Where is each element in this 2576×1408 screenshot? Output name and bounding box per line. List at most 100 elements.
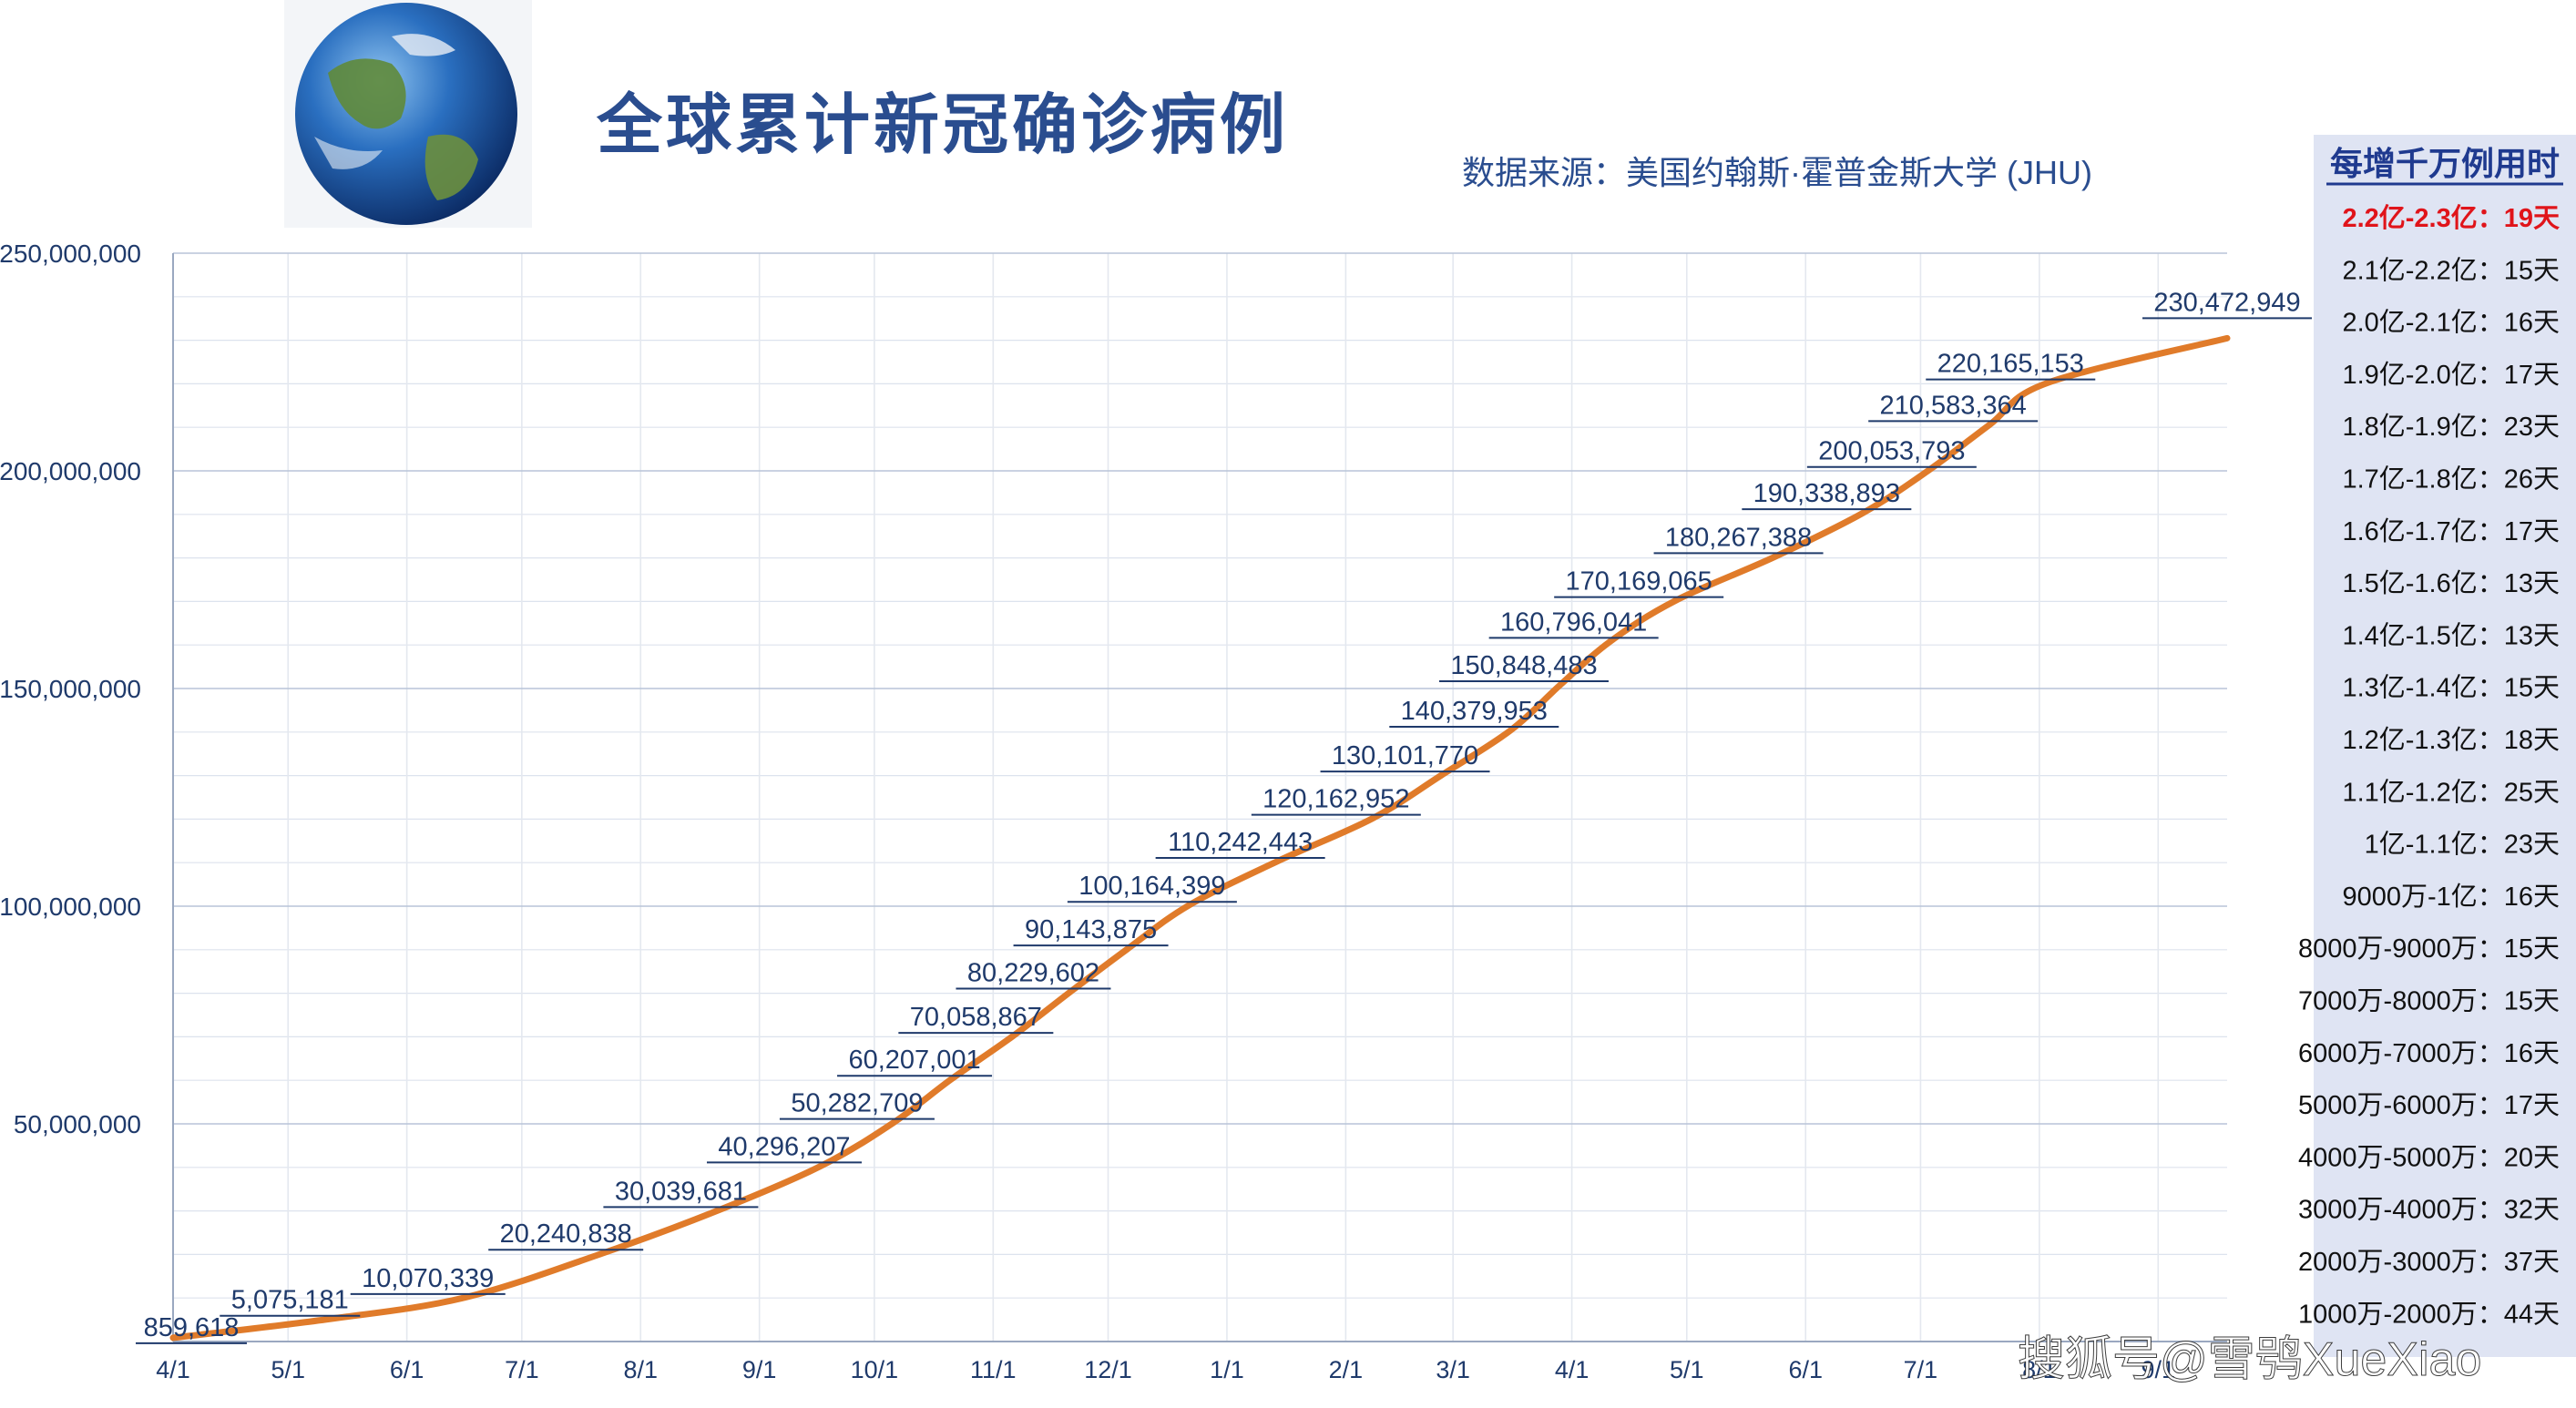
x-tick-label: 1/1: [1210, 1356, 1244, 1383]
data-label: 120,162,952: [1251, 785, 1421, 816]
data-label: 110,242,443: [1155, 828, 1325, 860]
panel-row: 1000万-2000万：44天: [2298, 1300, 2560, 1329]
panel-row: 2.2亿-2.3亿：19天: [2342, 203, 2560, 233]
panel-row: 2000万-3000万：37天: [2298, 1248, 2560, 1277]
data-label: 70,058,867: [898, 1003, 1054, 1035]
data-label: 90,143,875: [1013, 915, 1169, 947]
panel-row: 7000万-8000万：15天: [2298, 987, 2560, 1016]
data-label: 50,282,709: [779, 1089, 935, 1120]
data-label-text: 200,053,793: [1818, 437, 1965, 466]
data-label: 60,207,001: [837, 1046, 993, 1077]
data-label-text: 220,165,153: [1937, 350, 2084, 379]
data-label-text: 100,164,399: [1078, 872, 1225, 901]
data-label: 220,165,153: [1926, 350, 2096, 381]
data-label-text: 110,242,443: [1168, 828, 1313, 857]
panel-row: 1.5亿-1.6亿：13天: [2342, 568, 2560, 598]
y-tick-label: 50,000,000: [14, 1110, 141, 1138]
data-label-text: 30,039,681: [615, 1177, 747, 1206]
data-label-text: 5,075,181: [231, 1286, 349, 1315]
x-tick-label: 6/1: [390, 1356, 424, 1383]
y-tick-label: 150,000,000: [0, 675, 141, 703]
x-tick-label: 2/1: [1329, 1356, 1364, 1383]
data-label: 200,053,793: [1806, 437, 1977, 468]
panel-row: 1.2亿-1.3亿：18天: [2342, 725, 2560, 755]
data-label-text: 50,282,709: [791, 1089, 923, 1118]
panel-row: 3000万-4000万：32天: [2298, 1196, 2560, 1225]
data-label: 30,039,681: [603, 1177, 759, 1209]
data-label-text: 80,229,602: [967, 959, 1099, 988]
panel-row: 1亿-1.1亿：23天: [2365, 830, 2560, 860]
data-label-text: 40,296,207: [718, 1132, 850, 1161]
data-label-text: 70,058,867: [910, 1003, 1042, 1032]
x-tick-label: 4/1: [1555, 1356, 1590, 1383]
data-label-text: 859,618: [144, 1313, 240, 1342]
data-label-text: 230,472,949: [2153, 288, 2300, 317]
panel-row: 5000万-6000万：17天: [2298, 1091, 2560, 1120]
data-label: 5,075,181: [220, 1286, 361, 1317]
data-label: 80,229,602: [956, 959, 1111, 990]
data-label-text: 20,240,838: [500, 1219, 632, 1249]
data-label: 210,583,364: [1868, 391, 2039, 423]
x-axis: 4/1 5/1 6/1 7/1 8/1 9/1 10/1 11/1 12/1 1/1 2/1 3/1 4…: [156, 1356, 2175, 1383]
x-tick-label: 9/1: [742, 1356, 777, 1383]
panel-row: 1.1亿-1.2亿：25天: [2342, 777, 2560, 807]
x-tick-label: 3/1: [1436, 1356, 1470, 1383]
side-panel-title: 每增千万例用时: [2330, 145, 2560, 182]
data-label: 160,796,041: [1488, 607, 1659, 639]
panel-row: 1.6亿-1.7亿：17天: [2342, 516, 2560, 546]
x-tick-label: 7/1: [1904, 1356, 1938, 1383]
data-label: 40,296,207: [706, 1132, 862, 1164]
data-label: 859,618: [136, 1313, 247, 1344]
y-tick-label: 250,000,000: [0, 240, 141, 268]
data-label-text: 90,143,875: [1025, 915, 1157, 944]
data-label: 20,240,838: [488, 1219, 644, 1251]
y-axis: 250,000,000 200,000,000 150,000,000 100,000…: [0, 240, 141, 1138]
panel-row: 6000万-7000万：16天: [2298, 1039, 2560, 1068]
data-label-text: 10,070,339: [362, 1264, 494, 1293]
data-label: 190,338,893: [1742, 479, 1912, 511]
x-tick-label: 12/1: [1084, 1356, 1132, 1383]
data-label: 100,164,399: [1067, 872, 1237, 903]
x-tick-label: 9/1: [2141, 1356, 2175, 1383]
data-label: 180,267,388: [1653, 523, 1824, 555]
x-tick-label: 11/1: [970, 1356, 1017, 1383]
x-tick-label: 5/1: [1670, 1356, 1704, 1383]
data-label-text: 160,796,041: [1500, 607, 1647, 637]
side-panel: 每增千万例用时 2.2亿-2.3亿：19天 2.1亿-2.2亿：15天 2.0亿-2…: [2298, 135, 2576, 1357]
data-label: 170,169,065: [1554, 567, 1724, 598]
data-label: 150,848,483: [1438, 651, 1609, 682]
x-tick-label: 6/1: [1788, 1356, 1823, 1383]
data-label-text: 170,169,065: [1566, 567, 1712, 597]
panel-row: 4000万-5000万：20天: [2298, 1143, 2560, 1172]
data-label-text: 140,379,953: [1401, 697, 1548, 726]
panel-row: 1.7亿-1.8亿：26天: [2342, 464, 2560, 495]
x-tick-label: 4/1: [156, 1356, 190, 1383]
panel-row: 8000万-9000万：15天: [2298, 934, 2560, 964]
data-label-text: 60,207,001: [848, 1046, 980, 1075]
panel-row: 1.9亿-2.0亿：17天: [2342, 360, 2560, 390]
data-label: 140,379,953: [1389, 697, 1559, 728]
data-label: 130,101,770: [1320, 741, 1490, 773]
panel-row: 2.0亿-2.1亿：16天: [2342, 308, 2560, 338]
data-label-text: 120,162,952: [1262, 785, 1409, 814]
x-tick-label: 8/1: [2022, 1356, 2057, 1383]
data-label: 10,070,339: [350, 1264, 506, 1295]
data-label: 230,472,949: [2142, 288, 2312, 320]
page-title: 全球累计新冠确诊病例: [596, 89, 1289, 162]
data-label-text: 130,101,770: [1332, 741, 1478, 770]
globe-icon: [284, 0, 532, 228]
y-tick-label: 200,000,000: [0, 457, 141, 485]
x-tick-label: 7/1: [505, 1356, 539, 1383]
data-label-text: 210,583,364: [1880, 391, 2027, 420]
panel-row: 1.3亿-1.4亿：15天: [2342, 673, 2560, 703]
panel-row: 2.1亿-2.2亿：15天: [2342, 255, 2560, 285]
panel-row: 1.4亿-1.5亿：13天: [2342, 620, 2560, 650]
data-label-text: 180,267,388: [1665, 523, 1812, 552]
x-tick-label: 10/1: [851, 1356, 899, 1383]
data-label-text: 150,848,483: [1450, 651, 1597, 680]
watermark: 搜狐号@雪鸮XueXiao: [2018, 1333, 2481, 1386]
panel-row: 1.8亿-1.9亿：23天: [2342, 412, 2560, 442]
x-tick-label: 5/1: [271, 1356, 305, 1383]
